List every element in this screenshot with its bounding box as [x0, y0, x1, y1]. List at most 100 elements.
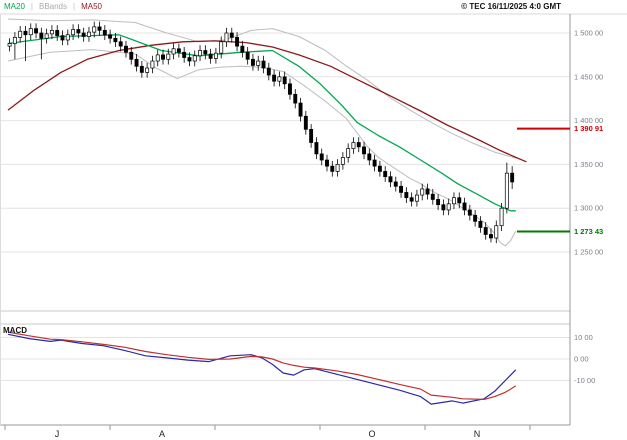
- candle-body: [309, 129, 314, 143]
- candle-body: [18, 30, 23, 38]
- candle-body: [351, 142, 356, 149]
- candle-body: [155, 54, 160, 62]
- candle-body: [134, 58, 139, 67]
- candle-body: [282, 76, 287, 85]
- candle-body: [224, 32, 229, 43]
- candle-body: [192, 55, 197, 62]
- month-label: N: [474, 429, 481, 439]
- candle-body: [319, 153, 324, 161]
- candle-body: [49, 30, 54, 35]
- candle-body: [467, 209, 472, 216]
- candle-body: [182, 51, 187, 58]
- candle-body: [436, 199, 441, 206]
- macd-tick-label: 10 00: [574, 333, 593, 342]
- candle-body: [171, 48, 176, 55]
- ma20-line: [7, 34, 516, 212]
- candle-body: [489, 234, 493, 239]
- candle-body: [383, 171, 388, 178]
- support-label: 1 273 43: [574, 227, 603, 236]
- candle-body: [102, 30, 107, 36]
- candle-body: [314, 142, 319, 155]
- month-label: O: [368, 429, 375, 439]
- candle-body: [420, 188, 425, 196]
- candle-body: [414, 194, 419, 202]
- candle-body: [457, 197, 462, 204]
- candle-body: [462, 202, 467, 211]
- resistance-label: 1 390 91: [574, 124, 603, 133]
- candle-body: [388, 176, 393, 183]
- bollinger-lower-line: [7, 49, 517, 247]
- candle-body: [113, 37, 118, 43]
- price-tick-label: 1 500 00: [574, 29, 603, 38]
- candle-body: [198, 50, 202, 57]
- bollinger-upper-line: [7, 18, 516, 159]
- macd-tick-label: -10 00: [574, 376, 595, 385]
- candle-body: [430, 193, 435, 200]
- candle-body: [129, 51, 134, 60]
- candle-body: [473, 214, 478, 222]
- candle-body: [39, 32, 44, 39]
- candle-body: [28, 28, 33, 36]
- price-tick-label: 1 350 00: [574, 160, 603, 169]
- candle-body: [166, 53, 171, 60]
- candle-body: [298, 102, 303, 117]
- chart-legend: MA20 | BBands | MA50: [4, 2, 102, 12]
- legend-item-bbands: BBands: [38, 2, 68, 11]
- candle-body: [303, 115, 308, 130]
- candle-body: [356, 142, 361, 148]
- candle-body: [404, 192, 409, 199]
- candle-body: [23, 30, 28, 36]
- candle-body: [446, 203, 451, 211]
- candle-body: [176, 48, 181, 53]
- candle-body: [441, 204, 446, 211]
- candle-body: [108, 34, 113, 39]
- legend-divider: |: [73, 2, 76, 11]
- macd-signal-line: [7, 331, 517, 400]
- candle-body: [118, 41, 123, 47]
- price-tick-label: 1 300 00: [574, 204, 603, 213]
- candle-body: [256, 60, 261, 66]
- candle-body: [377, 165, 382, 172]
- candle-body: [452, 197, 456, 205]
- candle-body: [340, 157, 345, 165]
- month-label: A: [159, 429, 165, 439]
- macd-panel-label: MACD: [3, 326, 27, 335]
- candle-body: [150, 60, 155, 69]
- candle-body: [250, 58, 255, 66]
- candle-body: [34, 28, 39, 34]
- candle-body: [483, 227, 488, 235]
- candle-body: [409, 197, 414, 202]
- legend-item-ma50: MA50: [81, 2, 102, 11]
- candle-body: [124, 45, 128, 53]
- candle-body: [7, 43, 12, 47]
- macd-line: [7, 333, 517, 405]
- candle-body: [335, 164, 340, 172]
- candle-body: [97, 26, 102, 31]
- price-tick-label: 1 450 00: [574, 72, 603, 81]
- candle-body: [208, 53, 213, 59]
- candle-body: [92, 26, 97, 33]
- candle-body: [277, 76, 282, 82]
- candle-body: [60, 35, 65, 41]
- candle-body: [478, 220, 483, 228]
- legend-divider: |: [30, 2, 33, 11]
- candle-body: [86, 31, 91, 37]
- candle-body: [76, 29, 81, 34]
- candle-body: [235, 37, 240, 47]
- candle-body: [240, 45, 245, 53]
- candle-body: [367, 153, 372, 161]
- candle-body: [219, 41, 224, 54]
- candle-body: [288, 83, 292, 95]
- candle-body: [399, 185, 404, 193]
- month-label: J: [55, 429, 60, 439]
- candle-body: [494, 225, 499, 239]
- ma50-line: [7, 40, 527, 163]
- price-tick-label: 1 400 00: [574, 116, 603, 125]
- candle-body: [372, 159, 377, 167]
- candle-body: [203, 50, 208, 55]
- candle-body: [245, 51, 250, 60]
- candle-body: [362, 146, 366, 155]
- candle-body: [44, 33, 49, 39]
